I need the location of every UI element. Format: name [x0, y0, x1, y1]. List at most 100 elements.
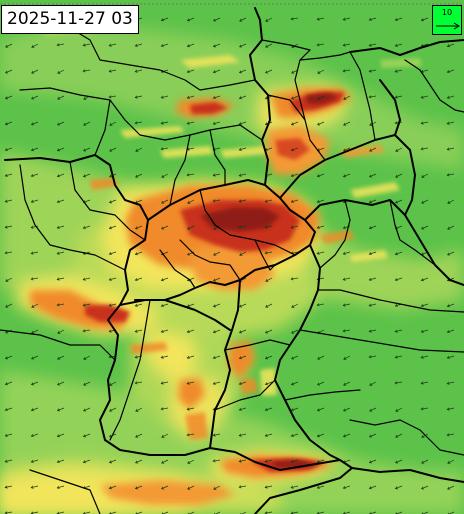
wind-arrow-icon — [31, 433, 39, 437]
wind-arrow-icon — [395, 434, 399, 438]
wind-arrow-icon — [239, 225, 247, 228]
wind-arrow-icon — [317, 511, 325, 514]
wind-arrow-icon — [30, 225, 34, 229]
wind-arrow-icon — [368, 434, 373, 438]
wind-arrow-icon — [57, 43, 65, 46]
wind-arrow-icon — [212, 459, 216, 463]
wind-arrow-icon — [186, 433, 190, 437]
wind-arrow-icon — [291, 70, 295, 74]
wind-arrow-icon — [108, 95, 112, 99]
wind-arrow-icon — [109, 485, 117, 489]
wind-arrow-icon — [57, 485, 65, 489]
wind-arrow-icon — [368, 200, 373, 204]
wind-arrow-icon — [291, 329, 299, 334]
wind-arrow-icon — [264, 70, 269, 74]
wind-arrow-icon — [213, 485, 221, 490]
wind-arrow-icon — [446, 95, 450, 99]
wind-arrow-icon — [239, 251, 247, 256]
wind-arrow-icon — [83, 355, 91, 360]
wind-arrow-icon — [316, 200, 320, 204]
wind-arrow-icon — [264, 485, 268, 489]
wind-arrow-icon — [265, 43, 273, 48]
wind-arrow-icon — [161, 17, 169, 21]
wind-arrow-icon — [446, 330, 450, 334]
wind-arrow-icon — [31, 303, 39, 308]
wind-arrow-icon — [56, 434, 60, 438]
wind-arrow-icon — [161, 147, 169, 150]
wind-arrow-icon — [186, 304, 190, 308]
wind-arrow-icon — [31, 407, 39, 411]
wind-arrow-icon — [187, 173, 195, 176]
wind-arrow-icon — [265, 251, 273, 254]
wind-arrow-icon — [4, 356, 9, 360]
wind-arrow-icon — [343, 69, 351, 72]
wind-arrow-icon — [56, 277, 60, 281]
wind-arrow-icon — [187, 199, 195, 204]
wind-arrow-icon — [420, 407, 424, 411]
wind-arrow-icon — [56, 174, 60, 178]
wind-arrow-icon — [342, 226, 346, 230]
wind-arrow-icon — [395, 147, 403, 152]
wind-arrow-icon — [109, 381, 117, 386]
wind-arrow-icon — [135, 381, 143, 384]
wind-arrow-icon — [290, 225, 294, 229]
wind-arrow-icon — [343, 382, 347, 386]
wind-arrow-icon — [265, 459, 273, 463]
wind-arrow-icon — [135, 95, 143, 98]
wind-arrow-icon — [186, 121, 190, 125]
wind-arrow-icon — [212, 70, 216, 74]
wind-arrow-icon — [56, 460, 60, 464]
wind-arrow-icon — [83, 329, 91, 332]
wind-arrow-icon — [212, 147, 216, 151]
wind-arrow-icon — [5, 43, 13, 48]
wind-arrow-icon — [135, 433, 143, 438]
wind-arrow-icon — [135, 303, 143, 307]
wind-arrow-icon — [369, 381, 377, 386]
wind-arrow-icon — [83, 69, 91, 72]
wind-arrow-icon — [446, 44, 450, 48]
wind-arrow-icon — [239, 69, 247, 73]
wind-arrow-icon — [212, 18, 217, 22]
wind-arrow-icon — [316, 43, 320, 47]
wind-arrow-icon — [395, 174, 399, 178]
wind-arrow-icon — [161, 200, 165, 204]
wind-arrow-icon — [161, 485, 169, 490]
wind-arrow-icon — [446, 147, 450, 151]
wind-arrow-icon — [161, 121, 169, 124]
wind-arrow-icon — [290, 382, 295, 386]
wind-arrow-icon — [395, 173, 403, 178]
wind-arrow-icon — [57, 199, 65, 203]
borders — [0, 7, 464, 514]
wind-arrow-icon — [420, 355, 424, 359]
wind-arrow-icon — [395, 199, 403, 204]
wind-arrow-icon — [239, 17, 247, 22]
wind-arrow-icon — [186, 381, 190, 385]
wind-arrow-icon — [31, 173, 39, 177]
wind-arrow-icon — [5, 199, 13, 203]
wind-arrow-icon — [57, 433, 65, 437]
wind-arrow-icon — [5, 304, 9, 308]
wind-arrow-icon — [317, 96, 321, 100]
wind-arrow-icon — [369, 277, 377, 281]
wind-arrow-icon — [342, 486, 346, 490]
wind-arrow-icon — [368, 277, 372, 281]
wind-arrow-icon — [82, 174, 87, 178]
wind-arrow-icon — [57, 277, 65, 280]
wind-arrow-icon — [290, 485, 294, 489]
wind-arrow-icon — [342, 408, 347, 412]
wind-arrow-icon — [421, 485, 429, 490]
wind-arrow-icon — [239, 173, 247, 177]
wind-arrow-icon — [291, 304, 295, 308]
wind-arrow-icon — [394, 355, 398, 359]
wind-arrow-icon — [56, 225, 60, 229]
wind-arrow-icon — [161, 512, 164, 514]
wind-arrow-icon — [160, 355, 164, 359]
wind-arrow-icon — [395, 355, 403, 358]
wind-arrow-icon — [57, 407, 65, 411]
wind-arrow-icon — [290, 459, 294, 463]
wind-arrow-icon — [446, 407, 450, 411]
wind-arrow-icon — [4, 330, 9, 334]
wind-arrow-icon — [5, 278, 9, 282]
wind-arrow-icon — [108, 43, 112, 47]
wind-arrow-icon — [135, 408, 139, 412]
